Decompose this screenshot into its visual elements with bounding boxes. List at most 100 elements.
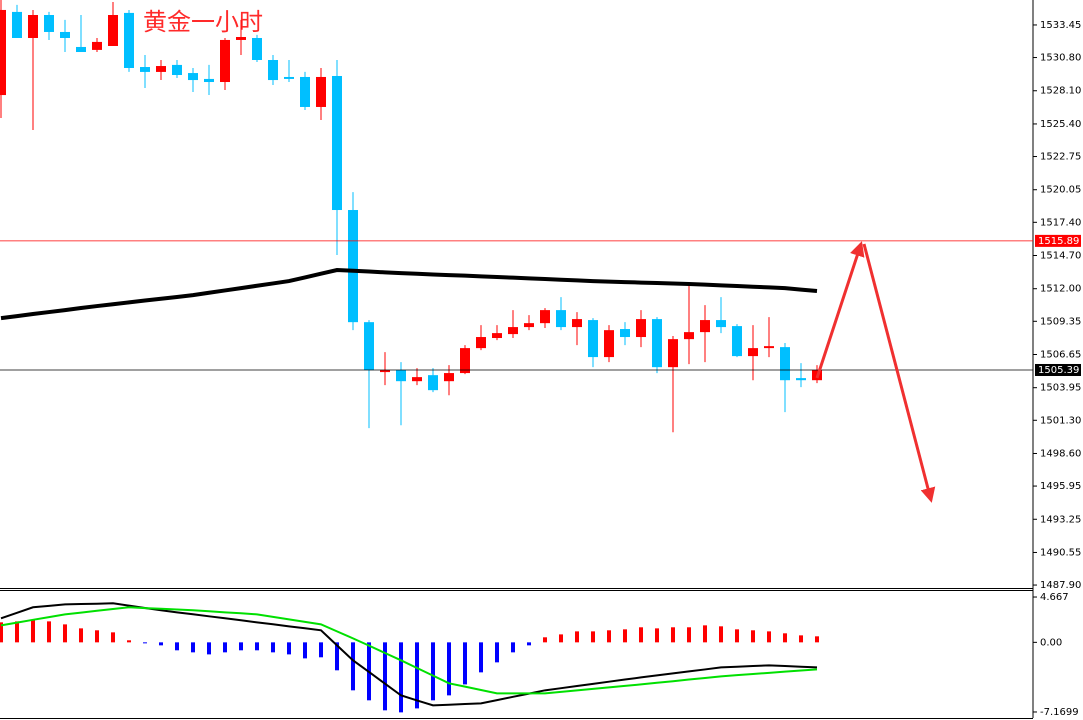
histogram-bar	[463, 642, 467, 685]
histogram-bar	[591, 631, 595, 643]
y-tick-label: 1533.45	[1040, 20, 1081, 31]
candle-body	[732, 326, 742, 357]
histogram-bar	[127, 640, 131, 643]
candle-body	[684, 332, 694, 340]
histogram-bar	[191, 642, 195, 653]
candle-body	[92, 41, 102, 50]
y-tick-label: 1512.00	[1040, 284, 1081, 295]
histogram-bar	[639, 627, 643, 643]
candle-body	[796, 378, 806, 381]
histogram-bar	[623, 629, 627, 643]
candle-body	[172, 64, 182, 76]
histogram-bar	[31, 620, 35, 643]
histogram-bar	[63, 624, 67, 643]
y-tick-label: 1514.70	[1040, 251, 1081, 262]
candle-body	[188, 73, 198, 81]
histogram-bar	[687, 627, 691, 643]
indicator-line	[0, 602, 818, 707]
histogram-bar	[319, 642, 323, 658]
histogram-bar	[815, 636, 819, 643]
histogram-bar	[79, 628, 83, 643]
histogram-bar	[415, 642, 419, 709]
y-tick-label: 1487.90	[1040, 580, 1081, 591]
histogram-bar	[175, 642, 179, 651]
histogram-bar	[47, 621, 51, 643]
histogram-bar	[527, 642, 531, 646]
candle-body	[236, 37, 246, 40]
histogram-bar	[15, 621, 19, 643]
chart-title: 黄金一小时	[143, 8, 263, 36]
y-tick-label: 1528.10	[1040, 86, 1081, 97]
histogram-bar	[239, 642, 243, 651]
y-tick-label: 1520.05	[1040, 185, 1081, 196]
y-tick-label: 1522.75	[1040, 152, 1081, 163]
histogram-bar	[255, 642, 259, 651]
candle-body	[156, 66, 166, 72]
y-tick-label: 1495.95	[1040, 481, 1081, 492]
candle-body	[348, 210, 358, 323]
histogram-bar	[0, 622, 3, 643]
histogram-bar	[111, 632, 115, 643]
histogram-bar	[383, 642, 387, 711]
candle-body	[44, 15, 54, 32]
histogram-bar	[303, 642, 307, 659]
y-tick-label: 1490.55	[1040, 547, 1081, 558]
candle-body	[60, 31, 70, 38]
candle-body	[396, 370, 406, 382]
y-tick-label: 1506.65	[1040, 349, 1081, 360]
candle-body	[0, 9, 6, 96]
histogram-bar	[543, 637, 547, 643]
histogram-bar	[799, 635, 803, 643]
histogram-bar	[719, 626, 723, 643]
candle-body	[780, 347, 790, 381]
candle-body	[588, 320, 598, 358]
histogram-bar	[479, 642, 483, 673]
candle-body	[620, 329, 630, 338]
histogram-bar	[767, 631, 771, 643]
candle-body	[460, 348, 470, 374]
histogram-bar	[335, 642, 339, 671]
candle-body	[220, 39, 230, 83]
price-label: 1505.39	[1038, 365, 1079, 376]
y-tick-label: 1530.80	[1040, 53, 1081, 64]
histogram-bar	[511, 642, 515, 653]
candle-body	[556, 310, 566, 328]
main-panel	[0, 0, 1033, 588]
histogram-bar	[447, 642, 451, 696]
histogram-bar	[351, 642, 355, 691]
histogram-bar	[783, 633, 787, 643]
candle-body	[28, 15, 38, 38]
indicator-line	[0, 606, 818, 695]
candle-body	[252, 37, 262, 61]
candle-body	[316, 76, 326, 107]
histogram-bar	[655, 628, 659, 643]
y-tick-label: 1509.35	[1040, 316, 1081, 327]
candle-body	[764, 346, 774, 349]
candle-body	[332, 75, 342, 211]
candle-body	[428, 375, 438, 391]
candle-body	[12, 11, 22, 38]
y-tick-label: 1525.40	[1040, 119, 1081, 130]
candle-body	[268, 60, 278, 81]
candle-body	[476, 337, 486, 349]
histogram-bar	[159, 642, 163, 646]
histogram-bar	[95, 630, 99, 643]
histogram-bar	[575, 631, 579, 643]
y-tick-label: 1503.95	[1040, 383, 1081, 394]
histogram-bar	[271, 642, 275, 653]
histogram-bar	[607, 630, 611, 643]
candle-body	[444, 373, 454, 382]
y-tick-label: 1493.25	[1040, 514, 1081, 525]
histogram-bar	[223, 642, 227, 653]
candle-body	[412, 377, 422, 382]
histogram-bar	[559, 634, 563, 643]
arrow-up	[815, 241, 865, 379]
histogram-bar	[287, 642, 291, 655]
histogram-bar	[751, 630, 755, 643]
histogram-bar	[671, 627, 675, 643]
arrow-down	[862, 243, 936, 503]
candle-body	[76, 46, 86, 53]
candle-body	[300, 76, 310, 107]
candle-body	[492, 333, 502, 339]
